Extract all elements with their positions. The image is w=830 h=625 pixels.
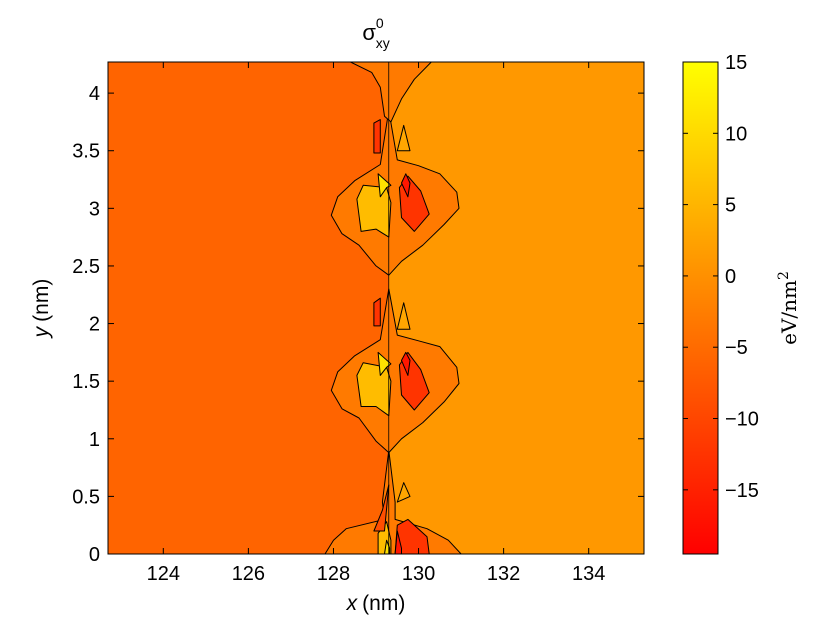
y-tick-label: 1.5 <box>72 371 100 393</box>
colorbar-label: eV/nm2 <box>776 271 801 345</box>
contour-band-1 <box>330 288 460 454</box>
y-axis-label: y(nm) <box>30 279 53 340</box>
colorbar-tick-label: −15 <box>725 480 759 502</box>
region-left <box>108 62 389 554</box>
contour-blob-19 <box>401 173 411 198</box>
x-axis-label: x (nm) <box>346 592 406 615</box>
colorbar-ticks: 15 10 5 0 −5 −10 −15 <box>683 52 759 502</box>
x-tick-label: 128 <box>317 563 350 585</box>
y-tick-label: 0.5 <box>72 486 100 508</box>
x-axis: 124 126 128 130 132 134 <box>147 62 605 585</box>
contour-band-3 <box>350 62 432 123</box>
colorbar-tick-label: −10 <box>725 409 759 431</box>
contour-blob-16 <box>356 184 392 238</box>
colorbar-tick-label: 10 <box>725 123 747 145</box>
chart-title: σ0 xy <box>362 15 389 51</box>
y-tick-label: 3.5 <box>72 141 100 163</box>
contour-blob-20 <box>373 119 381 154</box>
y-tick-label: 4 <box>89 83 100 105</box>
contour-blob-5 <box>384 539 391 554</box>
contour-blob-13 <box>401 351 411 376</box>
x-tick-label: 124 <box>147 563 180 585</box>
contour-blob-14 <box>373 297 381 327</box>
contour-blob-21 <box>396 124 411 152</box>
contour-plot-area <box>108 62 644 554</box>
colorbar-tick-label: −5 <box>725 337 748 359</box>
y-tick-label: 2 <box>89 314 100 336</box>
x-tick-label: 126 <box>232 563 265 585</box>
y-axis: 0 0.5 1 1.5 2 2.5 3 3.5 4 <box>72 83 644 566</box>
contour-blob-15 <box>396 302 411 330</box>
contour-band-0 <box>324 449 462 554</box>
colorbar-tick-label: 5 <box>725 195 736 217</box>
region-right <box>388 62 644 554</box>
contour-blob-6 <box>394 518 430 554</box>
colorbar <box>682 61 719 555</box>
x-tick-label: 132 <box>487 563 520 585</box>
y-tick-label: 2.5 <box>72 256 100 278</box>
y-tick-label: 1 <box>89 429 100 451</box>
x-tick-label: 134 <box>572 563 605 585</box>
contour-blob-7 <box>394 530 402 554</box>
y-tick-label: 0 <box>89 544 100 566</box>
contour-band-2 <box>330 109 460 276</box>
contour-blob-9 <box>396 482 411 503</box>
y-tick-label: 3 <box>89 198 100 220</box>
contour-blob-11 <box>377 351 392 376</box>
contour-blob-17 <box>377 173 392 198</box>
colorbar-tick-label: 0 <box>725 266 736 288</box>
colorbar-tick-label: 15 <box>725 52 747 74</box>
x-tick-label: 130 <box>402 563 435 585</box>
plot-frame <box>107 61 645 555</box>
